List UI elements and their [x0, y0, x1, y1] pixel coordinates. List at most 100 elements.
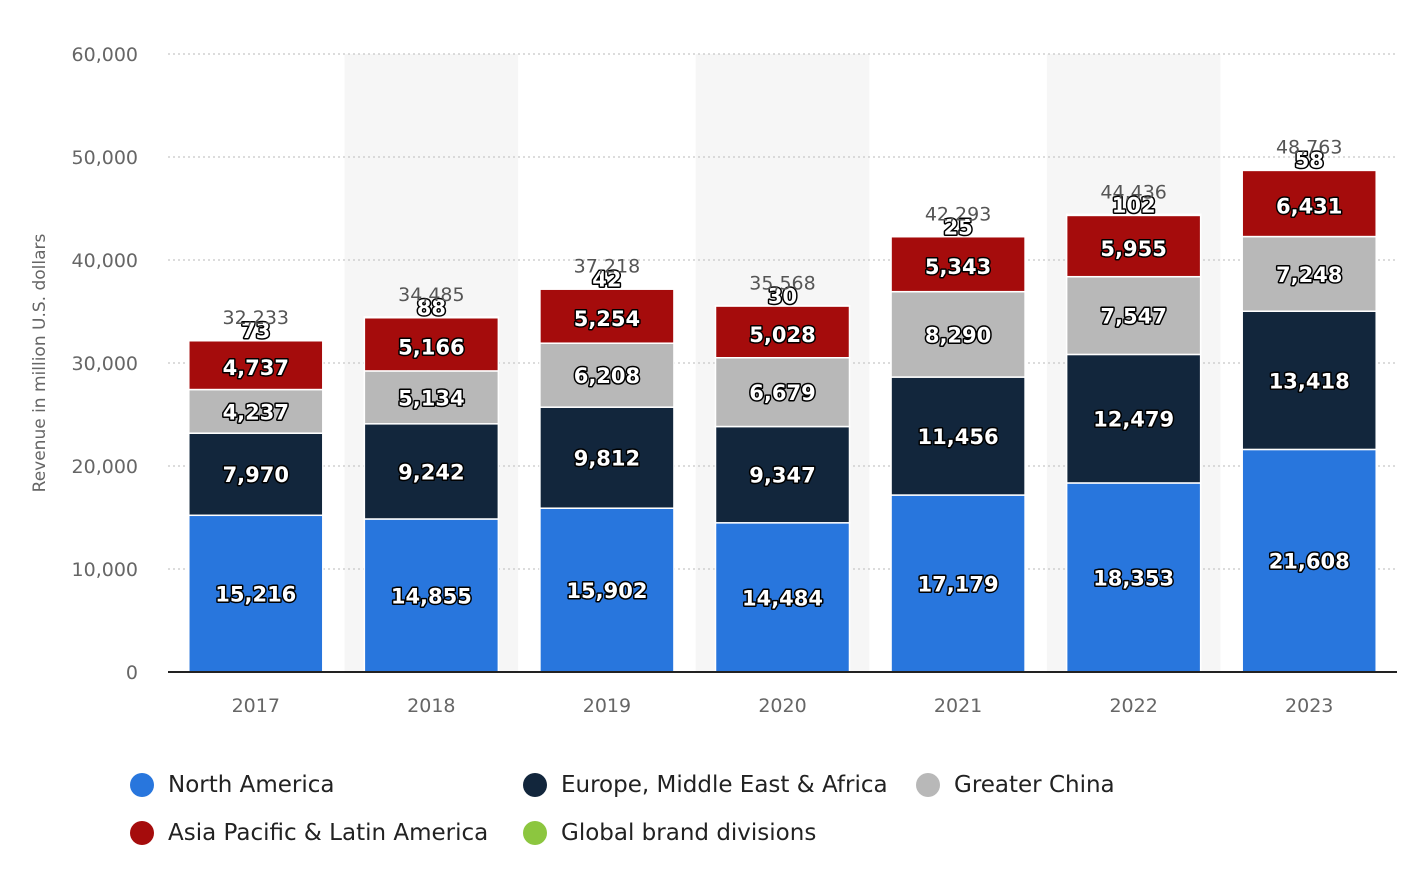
- segment-value-label: 7,970: [223, 463, 289, 487]
- bar-segment: [363, 316, 500, 319]
- y-tick-label: 60,000: [72, 44, 138, 66]
- segment-value-label: 12,479: [1093, 408, 1174, 432]
- bar-segment: [363, 423, 500, 520]
- x-tick-label: 2019: [583, 695, 631, 717]
- legend-color-dot: [130, 773, 154, 797]
- total-value-label: 35,568: [749, 273, 815, 295]
- total-value-label: 44,436: [1100, 181, 1166, 203]
- segment-value-label: 5,955: [1100, 237, 1166, 261]
- segment-value-label: 14,855: [391, 584, 472, 608]
- legend-label: Greater China: [954, 772, 1115, 798]
- y-tick-label: 0: [126, 662, 138, 684]
- bar-segment: [1065, 213, 1202, 217]
- y-tick-label: 10,000: [72, 559, 138, 581]
- segment-value-label: 8,290: [925, 323, 991, 347]
- bar-segment: [188, 339, 324, 342]
- segment-value-label: 7,248: [1276, 263, 1342, 287]
- segment-value-label: 4,237: [223, 400, 289, 424]
- segment-value-label: 58: [1295, 149, 1324, 173]
- bar-segment: [539, 288, 675, 344]
- segment-value-label: 18,353: [1093, 566, 1174, 590]
- segment-value-label: 6,208: [574, 364, 640, 388]
- segment-value-label: 5,343: [925, 255, 991, 279]
- segment-value-label: 25: [943, 215, 972, 239]
- x-tick-label: 2023: [1285, 695, 1333, 717]
- segment-value-label: 13,418: [1269, 369, 1350, 393]
- bar-segment: [1065, 214, 1202, 278]
- segment-value-label: 30: [768, 285, 797, 309]
- segment-value-label: 88: [417, 296, 446, 320]
- x-tick-label: 2018: [407, 695, 455, 717]
- segment-value-label: 5,028: [749, 323, 815, 347]
- y-tick-label: 40,000: [72, 250, 138, 272]
- bar-segment: [890, 376, 1026, 496]
- y-axis-title: Revenue in million U.S. dollars: [30, 233, 50, 492]
- legend-item[interactable]: Europe, Middle East & Africa: [523, 770, 888, 800]
- total-value-label: 32,233: [223, 307, 289, 329]
- segment-value-label: 14,484: [742, 586, 823, 610]
- segment-value-label: 17,179: [918, 573, 999, 597]
- segment-value-label: 9,242: [398, 460, 464, 484]
- legend-item[interactable]: Asia Pacific & Latin America: [130, 818, 488, 848]
- bar-segment: [363, 316, 500, 372]
- legend-color-dot: [916, 773, 940, 797]
- segment-value-label: 6,679: [749, 381, 815, 405]
- legend-label: Europe, Middle East & Africa: [561, 772, 888, 798]
- segment-value-label: 7,547: [1100, 305, 1166, 329]
- x-tick-label: 2021: [934, 695, 982, 717]
- segment-value-label: 11,456: [918, 425, 999, 449]
- bar-segment: [539, 507, 675, 673]
- bar-segment: [188, 432, 324, 517]
- bar-segment: [1241, 310, 1377, 451]
- segment-value-label: 73: [241, 319, 270, 343]
- y-tick-label: 20,000: [72, 456, 138, 478]
- legend-label: Asia Pacific & Latin America: [168, 820, 489, 846]
- bar-segment: [539, 342, 675, 408]
- stacked-bar-chart: 0 10,000 20,000 30,000 40,000 50,000 60,000 Rev…: [30, 44, 1397, 717]
- segment-value-label: 21,608: [1269, 550, 1350, 574]
- bar-segment: [188, 514, 324, 673]
- y-tick-label: 30,000: [72, 353, 138, 375]
- bar-segment: [1241, 169, 1377, 238]
- y-tick-label: 50,000: [72, 147, 138, 169]
- legend-item[interactable]: Global brand divisions: [523, 818, 816, 848]
- bar-segment: [714, 356, 851, 428]
- bar-segment: [188, 340, 324, 391]
- x-tick-label: 2017: [232, 695, 280, 717]
- total-value-label: 37,218: [574, 256, 640, 278]
- segment-value-label: 4,737: [223, 356, 289, 380]
- bar-segment: [890, 290, 1026, 378]
- bar-segment: [539, 406, 675, 509]
- legend-color-dot: [523, 773, 547, 797]
- bar-segment: [1065, 275, 1202, 356]
- segment-value-label: 5,166: [398, 335, 464, 359]
- segment-value-label: 5,134: [398, 386, 464, 410]
- bar-segment: [890, 494, 1026, 673]
- legend-item[interactable]: North America: [130, 770, 335, 800]
- segment-value-label: 6,431: [1276, 194, 1342, 218]
- legend-label: North America: [168, 772, 335, 798]
- legend-color-dot: [130, 821, 154, 845]
- bar-segment: [1241, 168, 1377, 172]
- segment-value-label: 42: [592, 268, 621, 292]
- bar-segment: [363, 370, 500, 425]
- bar-segment: [714, 522, 851, 673]
- x-tick-label: 2022: [1109, 695, 1157, 717]
- x-tick-label: 2020: [758, 695, 806, 717]
- legend-color-dot: [523, 821, 547, 845]
- total-value-label: 34,485: [398, 284, 464, 306]
- bar-segment: [1241, 235, 1377, 312]
- legend-label: Global brand divisions: [561, 820, 817, 846]
- segment-value-label: 5,254: [574, 307, 640, 331]
- total-value-label: 48,763: [1276, 137, 1342, 159]
- segment-value-label: 9,812: [574, 447, 640, 471]
- segment-value-label: 9,347: [749, 464, 815, 488]
- segment-value-label: 102: [1112, 193, 1156, 217]
- segment-value-label: 15,216: [215, 583, 296, 607]
- bar-segment: [714, 425, 851, 524]
- bar-segment: [890, 235, 1026, 293]
- total-value-label: 42,293: [925, 203, 991, 225]
- legend-item[interactable]: Greater China: [916, 770, 1115, 800]
- bar-segment: [714, 305, 851, 359]
- segment-value-label: 15,902: [566, 579, 647, 603]
